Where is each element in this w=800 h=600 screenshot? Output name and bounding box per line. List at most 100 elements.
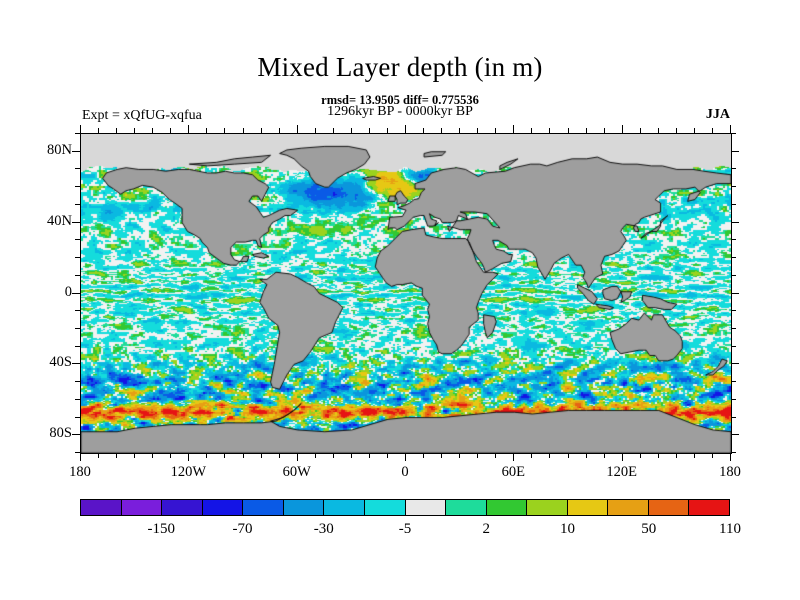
- lon-tick: [332, 453, 334, 458]
- lon-tick-top: [260, 128, 262, 133]
- lon-tick: [314, 453, 316, 458]
- lon-tick-top: [693, 128, 695, 133]
- lon-tick: [549, 453, 551, 458]
- lon-tick-top: [423, 128, 425, 133]
- colorbar-cell: [405, 500, 447, 515]
- lat-tick: [75, 327, 80, 329]
- colorbar-tick-label: -150: [147, 521, 176, 537]
- colorbar-cell: [283, 500, 325, 515]
- lat-tick: [75, 186, 80, 188]
- lon-tick: [477, 453, 479, 458]
- lat-tick-right: [731, 257, 736, 259]
- lon-tick: [567, 453, 569, 458]
- lat-tick-right: [731, 274, 736, 276]
- lon-tick: [296, 453, 298, 461]
- lon-tick-top: [350, 128, 352, 133]
- lat-tick: [75, 452, 80, 453]
- colorbar-cell: [648, 500, 690, 515]
- lon-tick-top: [621, 125, 623, 133]
- lon-axis-label: 60E: [501, 464, 525, 480]
- lon-tick-top: [134, 128, 136, 133]
- lon-tick: [224, 453, 226, 458]
- lat-tick-right: [731, 186, 736, 188]
- lon-tick: [188, 453, 190, 461]
- colorbar-cell: [608, 500, 649, 515]
- lon-tick-top: [441, 128, 443, 133]
- lon-tick-top: [386, 128, 388, 133]
- lon-tick: [585, 453, 587, 458]
- lon-tick: [531, 453, 533, 458]
- lon-tick-top: [242, 128, 244, 133]
- colorbar-tick-label: -70: [232, 521, 253, 537]
- lon-tick-top: [657, 128, 659, 133]
- colorbar-cell: [81, 500, 122, 515]
- colorbar-tick-label: 50: [641, 521, 657, 537]
- page-title: Mixed Layer depth (in m): [257, 52, 543, 82]
- lon-tick: [206, 453, 208, 458]
- lon-tick-top: [531, 128, 533, 133]
- lat-tick-right: [731, 452, 736, 453]
- colorbar-tick-label: 10: [560, 521, 575, 537]
- lon-tick: [278, 453, 280, 458]
- lat-tick: [75, 257, 80, 259]
- lon-tick-top: [730, 125, 731, 133]
- lon-tick: [711, 453, 713, 458]
- lon-tick: [350, 453, 352, 458]
- lon-tick: [405, 453, 406, 461]
- colorbar-cell: [486, 500, 528, 515]
- lat-tick-right: [731, 221, 739, 223]
- lat-axis-label: 40S: [49, 354, 72, 371]
- lon-tick: [513, 453, 515, 461]
- lat-tick: [75, 416, 80, 418]
- lat-tick-right: [731, 150, 739, 152]
- lat-tick: [75, 398, 80, 400]
- lat-tick-right: [731, 292, 739, 294]
- experiment-label: Expt = xQfUG-xqfua: [82, 108, 202, 123]
- lat-tick: [75, 239, 80, 241]
- lat-tick: [72, 434, 80, 436]
- lon-tick-top: [116, 128, 118, 133]
- period-annotation: 1296kyr BP - 0000kyr BP: [327, 104, 473, 119]
- colorbar-cell: [446, 500, 487, 515]
- lon-tick-top: [675, 128, 677, 133]
- lat-axis-label: 80S: [49, 425, 72, 442]
- lat-tick-right: [731, 381, 736, 383]
- lat-tick: [75, 203, 80, 205]
- anomaly-heatmap: [81, 134, 731, 453]
- season-label: JJA: [705, 107, 730, 122]
- colorbar-cell: [567, 500, 609, 515]
- lon-tick: [459, 453, 461, 458]
- lon-tick-top: [513, 125, 515, 133]
- lon-tick-top: [711, 128, 713, 133]
- lon-tick: [242, 453, 244, 458]
- lat-tick: [72, 150, 80, 152]
- lon-axis-label: 60W: [282, 464, 311, 480]
- lon-tick: [657, 453, 659, 458]
- lon-tick-top: [603, 128, 605, 133]
- lat-tick-right: [731, 345, 736, 347]
- colorbar-cell: [364, 500, 406, 515]
- lon-tick: [495, 453, 497, 458]
- lat-tick: [75, 310, 80, 312]
- map-plot-area: [80, 133, 732, 454]
- lat-tick: [75, 168, 80, 170]
- colorbar-tick-label: -30: [313, 521, 334, 537]
- colorbar-tick-label: 110: [719, 521, 741, 537]
- lon-tick: [441, 453, 443, 458]
- lon-tick: [621, 453, 623, 461]
- lat-tick-right: [731, 416, 736, 418]
- lat-tick-right: [731, 133, 736, 134]
- lat-tick-right: [731, 168, 736, 170]
- lon-axis-label: 120W: [170, 464, 207, 480]
- lon-tick-top: [567, 128, 569, 133]
- lon-axis-label: 0: [401, 464, 409, 480]
- colorbar-cell: [202, 500, 244, 515]
- lat-axis-label: 40N: [47, 212, 72, 229]
- lat-tick-right: [731, 203, 736, 205]
- lat-axis-label: 0: [64, 283, 72, 300]
- lon-tick: [639, 453, 641, 458]
- lat-tick-right: [731, 398, 736, 400]
- lon-axis-label: 180: [719, 464, 741, 480]
- lon-tick-top: [332, 128, 334, 133]
